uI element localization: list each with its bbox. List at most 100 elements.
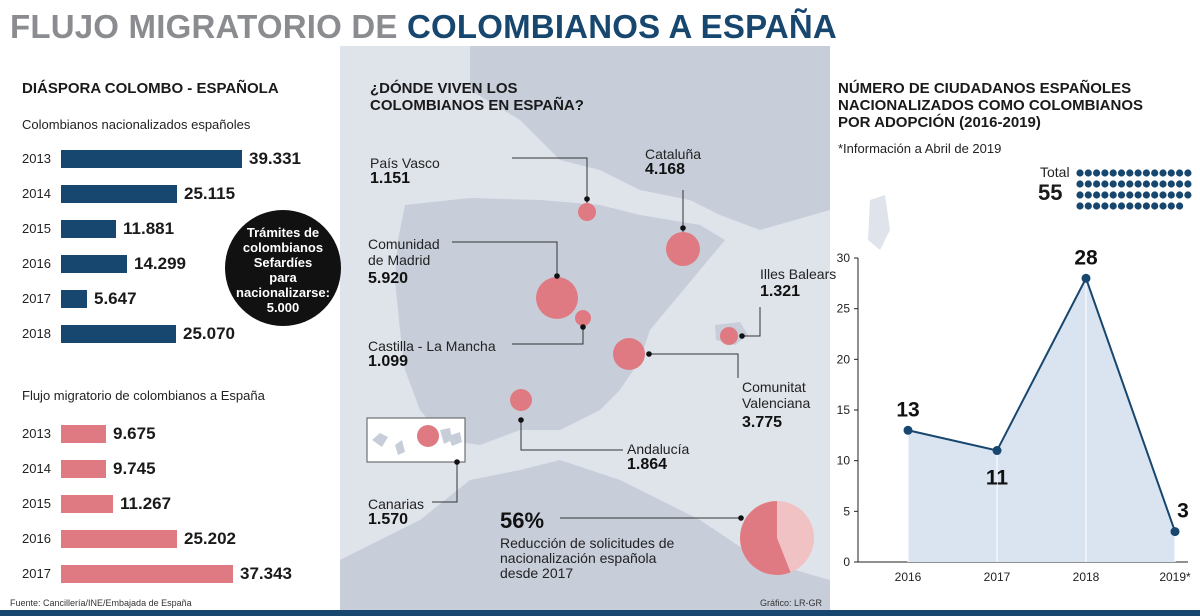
total-dot xyxy=(1117,169,1126,177)
total-dot xyxy=(1126,180,1134,188)
bar-value-label: 9.745 xyxy=(113,459,156,478)
total-dot xyxy=(1142,191,1150,199)
region-name: Cataluña xyxy=(645,146,702,162)
nationalized-subtitle: Colombianos nacionalizados españoles xyxy=(22,117,251,132)
total-dot xyxy=(1142,169,1150,177)
bar-year-label: 2014 xyxy=(22,461,51,476)
bar-year-label: 2018 xyxy=(22,326,51,341)
total-label: Total xyxy=(1040,164,1070,180)
series-line xyxy=(907,275,1176,532)
region-value: 4.168 xyxy=(645,161,686,178)
total-dot xyxy=(1159,180,1167,188)
total-dot xyxy=(1076,180,1084,188)
region-value: 1.099 xyxy=(368,353,409,370)
bar xyxy=(61,460,106,478)
bar-year-label: 2014 xyxy=(22,186,51,201)
bar-value-label: 11.267 xyxy=(120,494,172,513)
total-dot xyxy=(1159,202,1167,210)
france-landmass xyxy=(470,46,830,230)
total-dot xyxy=(1176,202,1184,210)
y-tick-label: 20 xyxy=(837,352,851,366)
total-dot xyxy=(1176,191,1184,199)
y-tick-label: 25 xyxy=(837,302,851,316)
total-dot xyxy=(1134,191,1142,199)
x-tick-label: 2018 xyxy=(1073,570,1100,584)
bar-value-label: 25.202 xyxy=(184,529,236,548)
total-dot xyxy=(1151,202,1159,210)
region-value: 1.864 xyxy=(627,456,668,473)
bar-value-label: 25.115 xyxy=(184,184,236,203)
x-tick-label: 2016 xyxy=(895,570,922,584)
bar-year-label: 2017 xyxy=(22,566,51,581)
total-dot xyxy=(1142,180,1150,188)
region-bubble xyxy=(510,389,532,411)
total-dot xyxy=(1159,191,1167,199)
total-dot xyxy=(1184,169,1192,177)
leader-dot xyxy=(580,324,586,330)
bar xyxy=(61,565,233,583)
region-bubble xyxy=(536,277,578,319)
total-dot xyxy=(1093,202,1101,210)
total-dot xyxy=(1126,191,1134,199)
credit-note: Gráfico: LR-GR xyxy=(760,598,823,608)
bar-year-label: 2013 xyxy=(22,426,51,441)
bar xyxy=(61,425,106,443)
total-dot xyxy=(1184,180,1192,188)
total-dot xyxy=(1167,180,1175,188)
total-dot xyxy=(1134,169,1142,177)
region-bubble xyxy=(720,327,738,345)
leader-line xyxy=(432,462,458,503)
sefardies-note: Trámites de colombianos Sefardíes para n… xyxy=(225,210,341,326)
bar xyxy=(61,150,242,168)
bar xyxy=(61,325,176,343)
total-dot xyxy=(1167,202,1175,210)
leader-dot xyxy=(738,515,744,521)
y-tick-label: 30 xyxy=(837,251,851,265)
y-tick-label: 10 xyxy=(837,454,851,468)
bar-year-label: 2016 xyxy=(22,256,51,271)
leader-dot xyxy=(646,351,652,357)
total-dot xyxy=(1134,180,1142,188)
bar-year-label: 2015 xyxy=(22,221,51,236)
total-dot xyxy=(1142,202,1150,210)
area-fill xyxy=(908,278,1175,562)
bar xyxy=(61,495,113,513)
total-dot xyxy=(1093,169,1101,177)
bar-year-label: 2013 xyxy=(22,151,51,166)
total-dot xyxy=(1076,169,1084,177)
y-tick-label: 15 xyxy=(837,403,851,417)
bar xyxy=(61,290,87,308)
bar-value-label: 14.299 xyxy=(134,254,186,273)
bar xyxy=(61,530,177,548)
data-label: 28 xyxy=(1074,246,1098,269)
total-dot xyxy=(1084,180,1092,188)
total-dot xyxy=(1151,180,1159,188)
total-value: 55 xyxy=(1038,180,1063,205)
reduction-text: Reducción de solicitudes de nacionalizac… xyxy=(500,535,675,581)
total-dot xyxy=(1151,169,1159,177)
total-dot xyxy=(1093,191,1101,199)
leader-dot xyxy=(518,417,524,423)
total-dot xyxy=(1109,191,1117,199)
region-name: País Vasco xyxy=(370,155,440,171)
total-dot xyxy=(1167,169,1175,177)
region-value: 1.151 xyxy=(370,170,411,187)
leader-dot xyxy=(554,273,560,279)
total-dot xyxy=(1109,180,1117,188)
total-dot xyxy=(1101,180,1109,188)
total-dot xyxy=(1176,169,1184,177)
total-dot xyxy=(1101,169,1109,177)
region-name: Comunidad de Madrid xyxy=(368,236,440,268)
leader-line xyxy=(520,420,623,451)
region-bubble xyxy=(575,310,591,326)
bar xyxy=(61,220,116,238)
data-label: 13 xyxy=(896,398,919,421)
bar-value-label: 11.881 xyxy=(123,219,175,238)
region-bubble xyxy=(613,338,645,370)
region-bubble xyxy=(578,203,596,221)
total-dot xyxy=(1151,191,1159,199)
bar-value-label: 25.070 xyxy=(183,324,235,343)
